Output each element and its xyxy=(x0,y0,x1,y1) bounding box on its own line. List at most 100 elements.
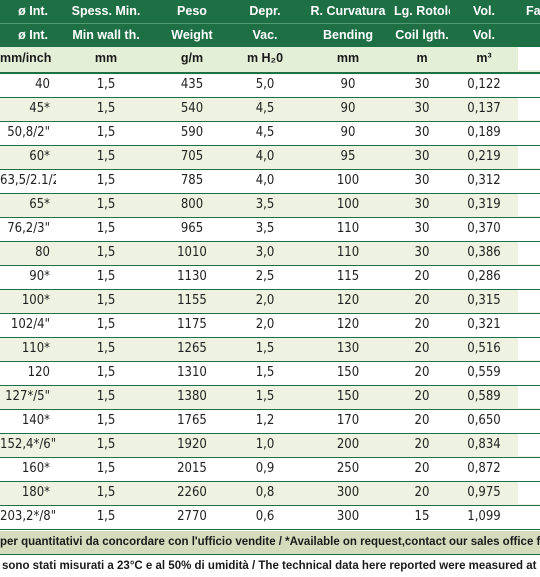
cell-volume: 0,315 xyxy=(467,293,501,308)
unit-vacuum-depression: m H₂0 xyxy=(246,51,284,65)
cell-weight: 705 xyxy=(180,149,204,164)
cell-coil-length: 20 xyxy=(414,317,430,332)
cell-weight: 2015 xyxy=(177,461,207,476)
cell-extra xyxy=(518,314,540,336)
cell-volume: 0,137 xyxy=(467,101,501,116)
cell-internal-diameter: 76,2/3" xyxy=(7,221,50,236)
cell-volume: 0,872 xyxy=(467,461,501,476)
cell-min-wall-thickness: 1,5 xyxy=(96,341,116,356)
unit-internal-diameter: mm/inch xyxy=(0,51,52,65)
cell-bending-radius: 150 xyxy=(336,365,360,380)
cell-internal-diameter: 160* xyxy=(21,461,50,476)
cell-coil-length: 30 xyxy=(414,77,430,92)
cell-internal-diameter: 63,5/2.1/2" xyxy=(0,173,56,188)
cell-volume: 0,286 xyxy=(467,269,501,284)
header-en-coil-length: Coil lgth. xyxy=(395,28,449,42)
cell-bending-radius: 100 xyxy=(336,173,360,188)
header-en-volume: Vol. xyxy=(473,28,495,42)
cell-weight: 1920 xyxy=(177,437,207,452)
cell-min-wall-thickness: 1,5 xyxy=(96,317,116,332)
cell-volume: 0,312 xyxy=(467,173,501,188)
header-en-bending-radius: Bending xyxy=(323,28,373,42)
cell-coil-length: 20 xyxy=(414,461,430,476)
header-it-weight: Peso xyxy=(177,4,207,18)
cell-min-wall-thickness: 1,5 xyxy=(96,149,116,164)
table-row: 102/4" 1,5 1175 2,0 120 20 0,321 xyxy=(0,314,540,338)
cell-extra xyxy=(518,434,540,456)
cell-bending-radius: 300 xyxy=(336,509,360,524)
header-en-internal-diameter: ø Int. xyxy=(18,28,48,42)
cell-vacuum-depression: 1,2 xyxy=(255,413,275,428)
cell-min-wall-thickness: 1,5 xyxy=(96,173,116,188)
cell-extra xyxy=(518,386,540,408)
cell-bending-radius: 100 xyxy=(336,197,360,212)
cell-bending-radius: 200 xyxy=(336,437,360,452)
cell-internal-diameter: 50,8/2" xyxy=(7,125,50,140)
cell-vacuum-depression: 4,5 xyxy=(255,125,275,140)
cell-volume: 0,975 xyxy=(467,485,501,500)
cell-coil-length: 30 xyxy=(414,221,430,236)
cell-coil-length: 30 xyxy=(414,101,430,116)
cell-volume: 0,189 xyxy=(467,125,501,140)
cell-internal-diameter: 102/4" xyxy=(10,317,50,332)
cell-bending-radius: 150 xyxy=(336,389,360,404)
cell-coil-length: 20 xyxy=(414,413,430,428)
cell-extra xyxy=(518,458,540,480)
cell-bending-radius: 95 xyxy=(340,149,356,164)
cell-bending-radius: 90 xyxy=(340,125,356,140)
table-row: 140* 1,5 1765 1,2 170 20 0,650 xyxy=(0,410,540,434)
cell-bending-radius: 90 xyxy=(340,101,356,116)
cell-min-wall-thickness: 1,5 xyxy=(96,245,116,260)
cell-bending-radius: 90 xyxy=(340,77,356,92)
cell-vacuum-depression: 0,9 xyxy=(255,461,275,476)
table-row: 45* 1,5 540 4,5 90 30 0,137 xyxy=(0,98,540,122)
cell-coil-length: 30 xyxy=(414,173,430,188)
cell-volume: 0,321 xyxy=(467,317,501,332)
header-en-vacuum-depression: Vac. xyxy=(252,28,278,42)
cell-volume: 0,370 xyxy=(467,221,501,236)
cell-extra xyxy=(518,410,540,432)
cell-internal-diameter: 65* xyxy=(29,197,50,212)
header-it-coil-length: Lg. Rotolo xyxy=(394,4,450,18)
cell-coil-length: 20 xyxy=(414,269,430,284)
cell-min-wall-thickness: 1,5 xyxy=(96,101,116,116)
cell-bending-radius: 300 xyxy=(336,485,360,500)
cell-volume: 0,386 xyxy=(467,245,501,260)
cell-vacuum-depression: 0,6 xyxy=(255,509,275,524)
cell-extra xyxy=(518,290,540,312)
cell-vacuum-depression: 4,0 xyxy=(255,149,275,164)
cell-bending-radius: 130 xyxy=(336,341,360,356)
table-row: 100* 1,5 1155 2,0 120 20 0,315 xyxy=(0,290,540,314)
cell-internal-diameter: 60* xyxy=(29,149,50,164)
cell-weight: 2260 xyxy=(177,485,207,500)
cell-weight: 1175 xyxy=(177,317,207,332)
cell-extra xyxy=(518,146,540,168)
cell-min-wall-thickness: 1,5 xyxy=(96,461,116,476)
header-it-min-wall-thickness: Spess. Min. xyxy=(71,4,141,18)
cell-extra xyxy=(518,506,540,528)
cell-coil-length: 20 xyxy=(414,365,430,380)
header-en-extra xyxy=(518,24,540,47)
cell-min-wall-thickness: 1,5 xyxy=(96,77,116,92)
cell-vacuum-depression: 2,0 xyxy=(255,293,275,308)
cell-vacuum-depression: 1,0 xyxy=(255,437,275,452)
footnote-availability: per quantitativi da concordare con l'uff… xyxy=(0,531,540,554)
cell-volume: 0,834 xyxy=(467,437,501,452)
cell-volume: 0,559 xyxy=(467,365,501,380)
table-row: 60* 1,5 705 4,0 95 30 0,219 xyxy=(0,146,540,170)
cell-min-wall-thickness: 1,5 xyxy=(96,197,116,212)
cell-extra xyxy=(518,482,540,504)
cell-internal-diameter: 180* xyxy=(21,485,50,500)
header-en-weight: Weight xyxy=(171,28,213,42)
cell-weight: 1265 xyxy=(177,341,207,356)
unit-bending-radius: mm xyxy=(336,51,360,65)
cell-min-wall-thickness: 1,5 xyxy=(96,125,116,140)
cell-weight: 1010 xyxy=(177,245,207,260)
table-row: 90* 1,5 1130 2,5 115 20 0,286 xyxy=(0,266,540,290)
cell-vacuum-depression: 0,8 xyxy=(255,485,275,500)
header-it-volume: Vol. xyxy=(473,4,495,18)
cell-coil-length: 20 xyxy=(414,485,430,500)
unit-min-wall-thickness: mm xyxy=(94,51,118,65)
cell-weight: 540 xyxy=(180,101,204,116)
cell-coil-length: 20 xyxy=(414,341,430,356)
